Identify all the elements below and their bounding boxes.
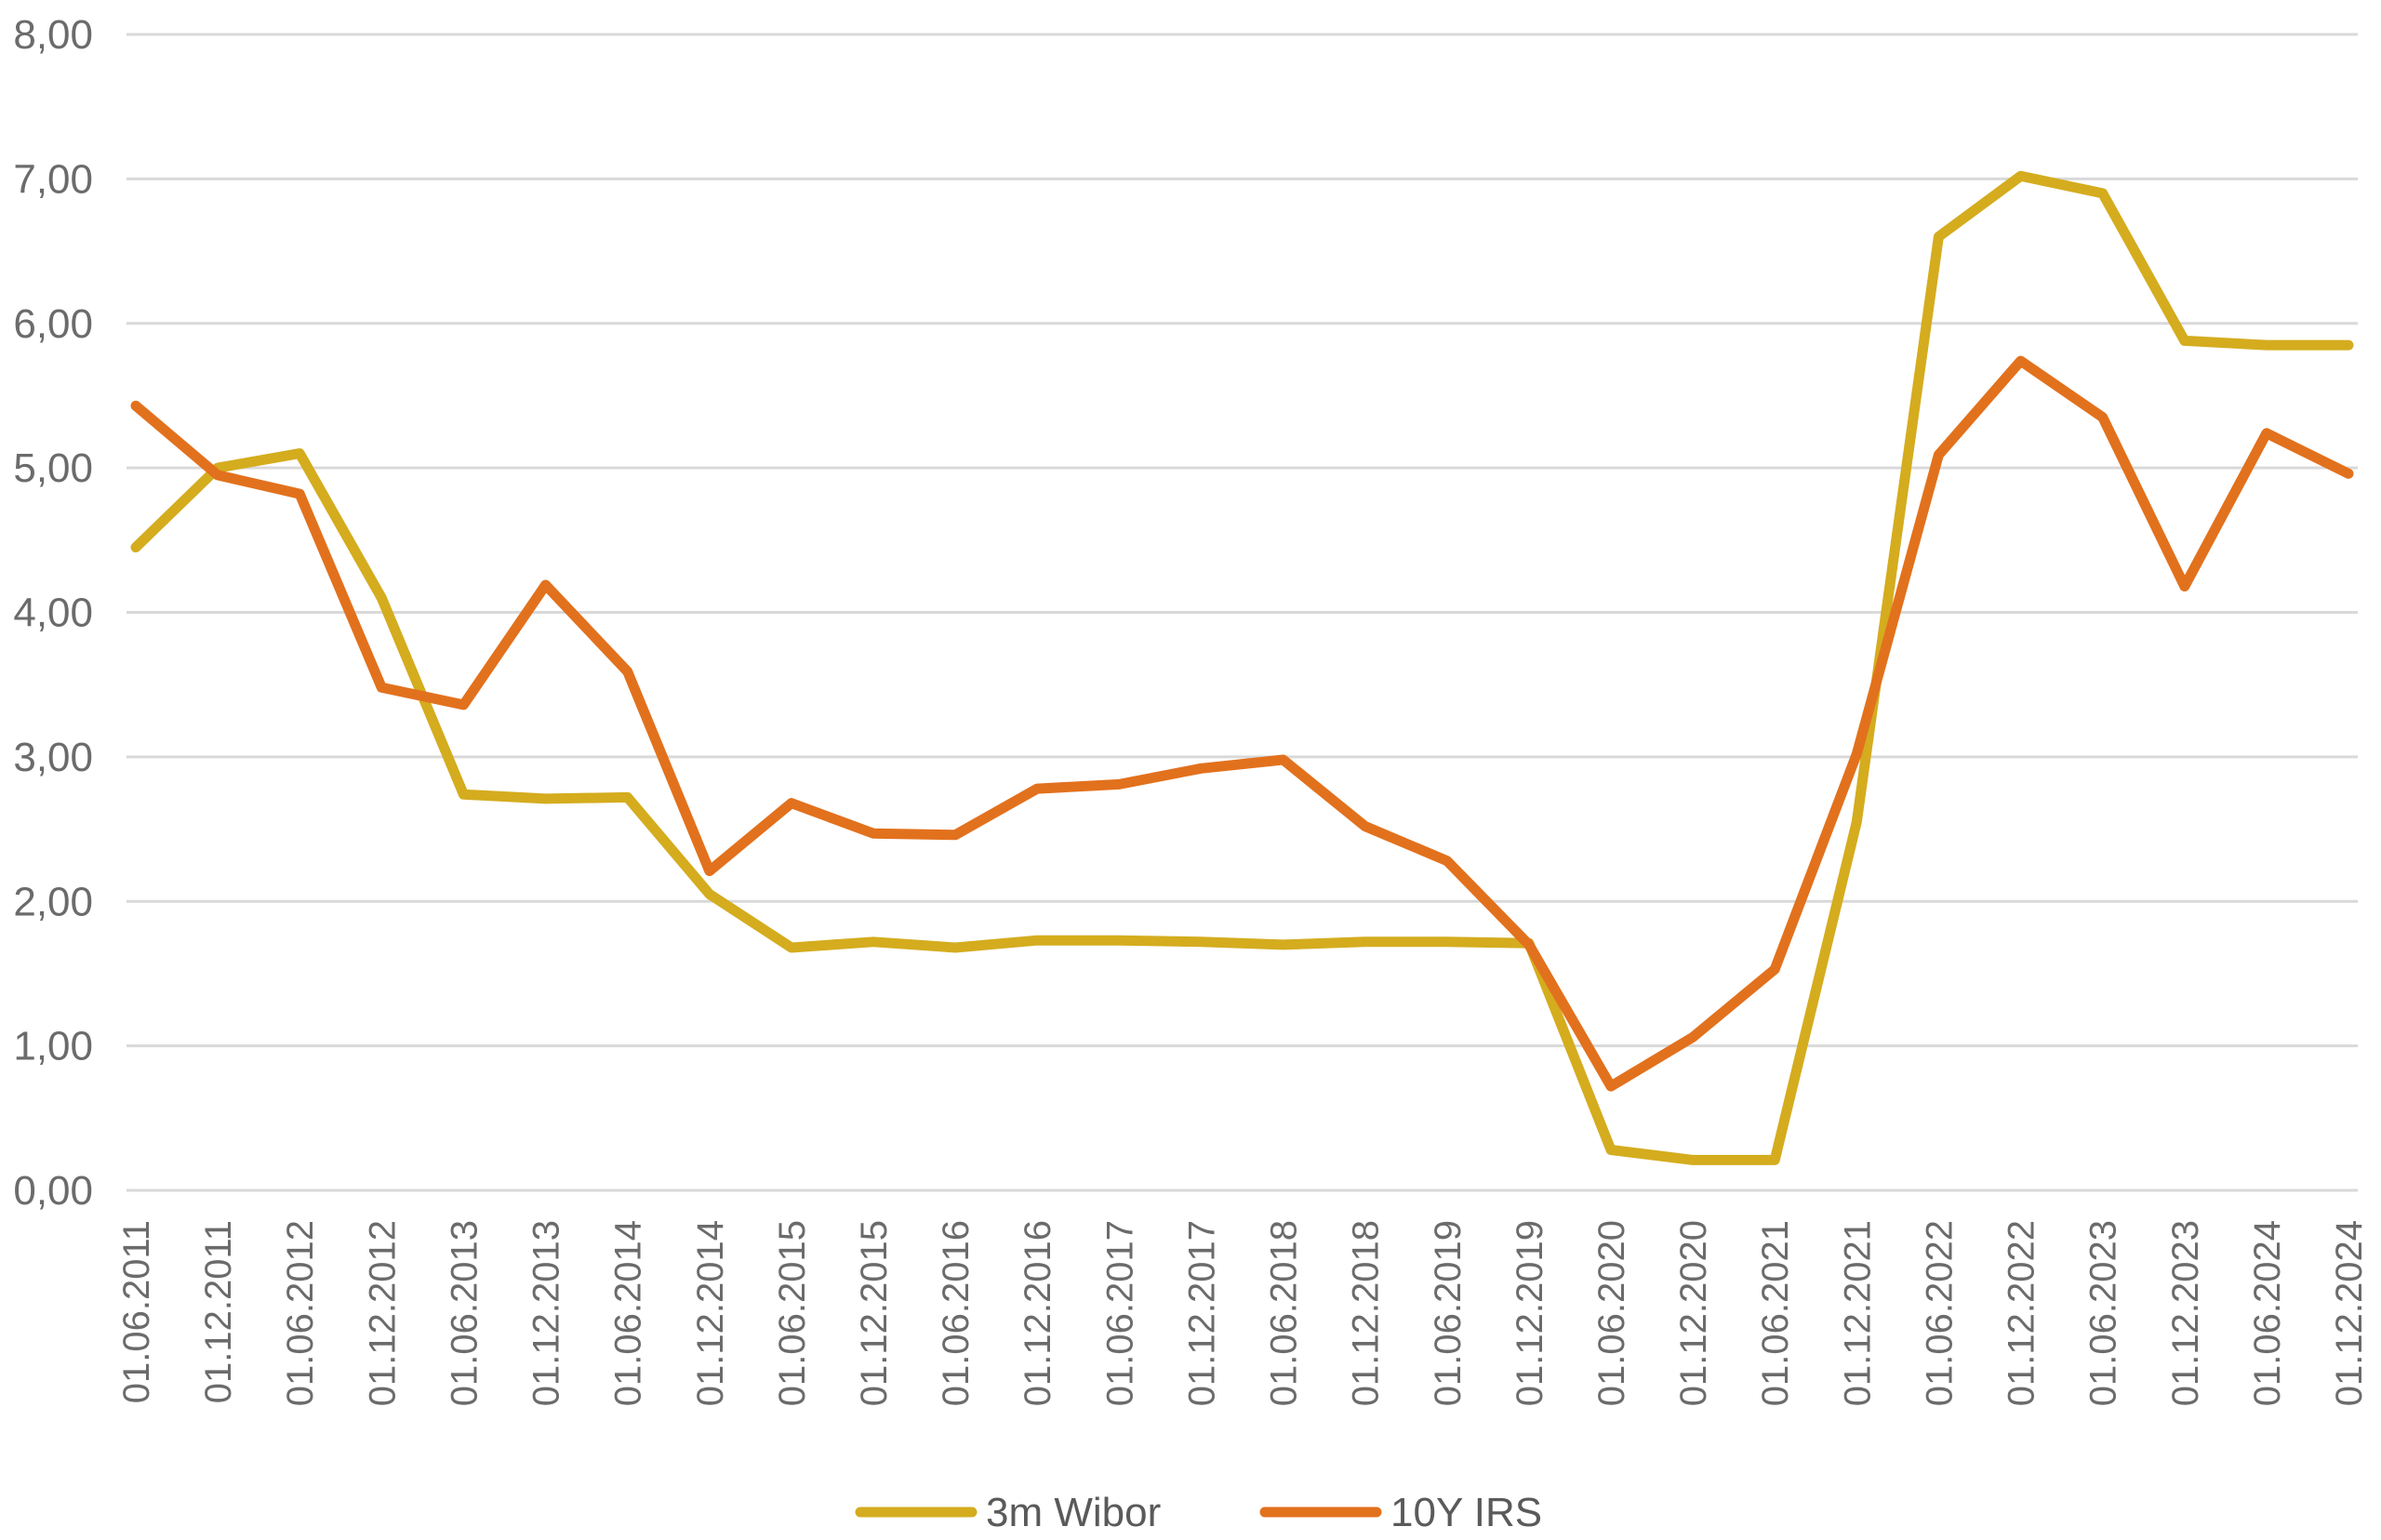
y-axis-ticks: 0,00 1,00 2,00 3,00 4,00 5,00 6,00 7,00 8,00	[13, 12, 93, 1214]
y-tick-label: 7,00	[13, 156, 93, 202]
series-line-10y-irs	[130, 355, 2354, 1092]
x-tick-label: 01.06.2017	[1099, 1220, 1140, 1406]
x-tick-label: 01.06.2022	[1919, 1220, 1960, 1406]
y-tick-label: 8,00	[13, 12, 93, 58]
x-tick-label: 01.12.2020	[1673, 1220, 1714, 1406]
x-tick-label: 01.12.2021	[1837, 1220, 1878, 1406]
x-tick-label: 01.06.2020	[1591, 1220, 1632, 1406]
x-tick-label: 01.06.2019	[1428, 1220, 1469, 1406]
x-tick-label: 01.12.2012	[362, 1220, 403, 1406]
x-tick-label: 01.12.2019	[1510, 1220, 1550, 1406]
x-tick-label: 01.12.2013	[526, 1220, 567, 1406]
x-tick-label: 01.12.2015	[854, 1220, 895, 1406]
y-tick-label: 5,00	[13, 445, 93, 491]
x-tick-label: 01.06.2014	[608, 1220, 649, 1406]
x-tick-label: 01.12.2011	[198, 1220, 239, 1403]
x-tick-label: 01.12.2016	[1018, 1220, 1058, 1406]
x-tick-label: 01.06.2016	[936, 1220, 977, 1406]
x-tick-label: 01.06.2015	[772, 1220, 813, 1406]
y-tick-label: 1,00	[13, 1024, 93, 1069]
legend-item-3m-wibor: 3m Wibor	[855, 1490, 1161, 1535]
legend-label: 3m Wibor	[986, 1490, 1161, 1535]
x-tick-label: 01.06.2023	[2083, 1220, 2124, 1406]
x-tick-label: 01.06.2013	[444, 1220, 485, 1406]
series-lines	[130, 170, 2354, 1165]
y-tick-label: 0,00	[13, 1168, 93, 1214]
x-tick-label: 01.12.2023	[2165, 1220, 2206, 1406]
y-tick-label: 6,00	[13, 301, 93, 347]
series-line-3m-wibor	[130, 170, 2354, 1165]
x-tick-label: 01.06.2024	[2247, 1220, 2288, 1406]
x-tick-label: 01.06.2018	[1264, 1220, 1305, 1406]
x-axis-ticks: 01.06.2011 01.12.2011 01.06.2012 01.12.2012…	[116, 1220, 2370, 1406]
y-tick-label: 2,00	[13, 879, 93, 924]
y-tick-label: 4,00	[13, 591, 93, 636]
legend-item-10y-irs: 10Y IRS	[1259, 1490, 1542, 1535]
x-tick-label: 01.12.2014	[690, 1220, 731, 1406]
gridlines	[126, 33, 2358, 1192]
x-tick-label: 01.12.2022	[2002, 1220, 2042, 1406]
x-tick-label: 01.06.2012	[280, 1220, 321, 1406]
x-tick-label: 01.12.2018	[1346, 1220, 1387, 1406]
legend: 3m Wibor 10Y IRS	[855, 1490, 1542, 1535]
y-tick-label: 3,00	[13, 735, 93, 780]
x-tick-label: 01.06.2011	[116, 1220, 157, 1403]
x-tick-label: 01.12.2017	[1181, 1220, 1222, 1406]
x-tick-label: 01.06.2021	[1755, 1220, 1796, 1406]
x-tick-label: 01.12.2024	[2329, 1220, 2370, 1406]
legend-label: 10Y IRS	[1390, 1490, 1542, 1535]
